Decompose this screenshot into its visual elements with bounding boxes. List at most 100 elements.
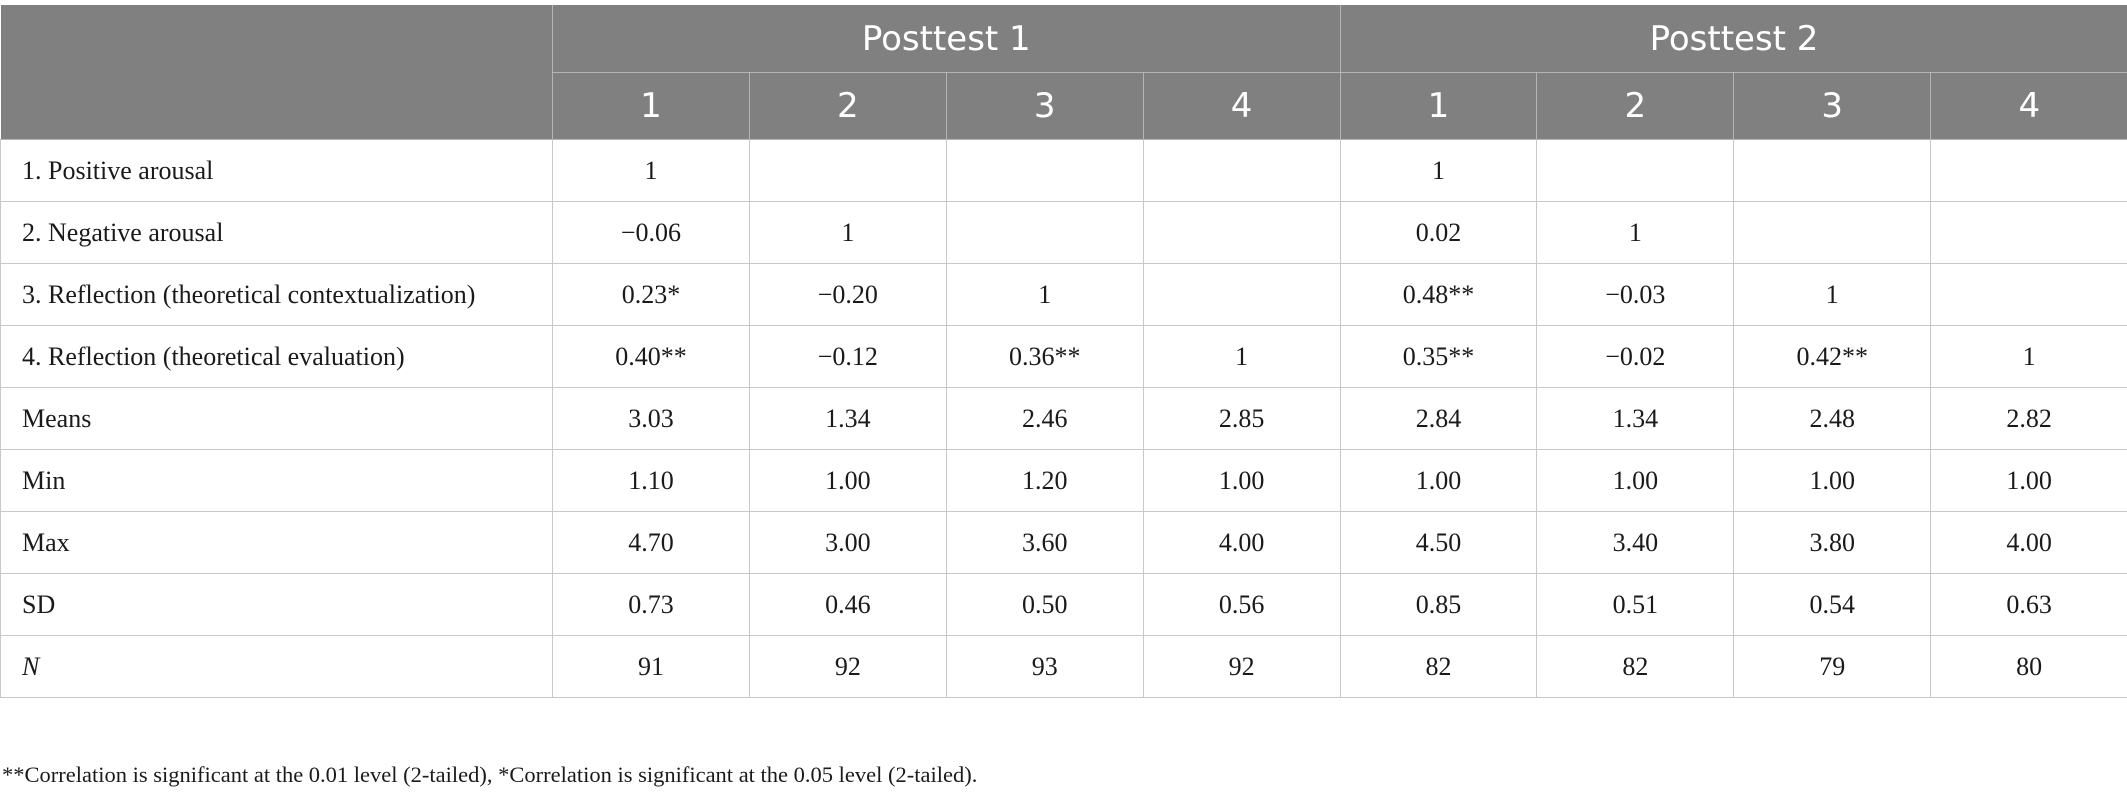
header-corner-cell	[0, 5, 553, 140]
table-cell: −0.03	[1536, 263, 1735, 326]
table-cell: 1.00	[1142, 449, 1341, 512]
table-cell	[1930, 139, 2127, 202]
row-label-text: Max	[22, 527, 70, 557]
table-row: 1. Positive arousal 1 1	[0, 139, 2127, 202]
table-row: Max 4.70 3.00 3.60 4.00 4.50 3.40 3.80 4.00	[0, 511, 2127, 574]
table-cell: 3.00	[748, 511, 947, 574]
header-group-posttest-1: Posttest 1	[552, 5, 1340, 73]
row-label: 3. Reflection (theoretical contextualiza…	[0, 263, 553, 326]
row-label-text: N	[22, 651, 40, 681]
table-cell: 1.00	[1930, 449, 2127, 512]
header-column: 4	[1930, 72, 2127, 140]
table-cell	[1142, 139, 1341, 202]
table-cell: 2.85	[1142, 387, 1341, 450]
header-column-row: 1 2 3 4 1 2 3 4	[1, 72, 2127, 140]
row-label-text: 1. Positive arousal	[22, 155, 214, 185]
table-cell: 4.00	[1930, 511, 2127, 574]
row-label: SD	[0, 573, 553, 636]
table-cell: 0.35**	[1339, 325, 1538, 388]
table-cell: 1	[748, 201, 947, 264]
table-footnote: **Correlation is significant at the 0.01…	[2, 762, 978, 787]
table-row: 4. Reflection (theoretical evaluation) 0.…	[0, 325, 2127, 388]
table-cell: 0.54	[1733, 573, 1932, 636]
table-cell: −0.12	[748, 325, 947, 388]
table-cell: 0.50	[945, 573, 1144, 636]
table-cell	[1733, 139, 1932, 202]
header-column: 1	[552, 72, 750, 140]
table-cell: 4.70	[552, 511, 750, 574]
table-cell: 2.48	[1733, 387, 1932, 450]
table-cell	[1930, 263, 2127, 326]
row-label: 2. Negative arousal	[0, 201, 553, 264]
table-header: Posttest 1 Posttest 2 1 2 3 4 1 2 3 4	[0, 5, 2127, 140]
row-label-text: 4. Reflection (theoretical evaluation)	[22, 341, 405, 371]
table-cell	[945, 139, 1144, 202]
table-cell: 79	[1733, 635, 1932, 698]
row-label: Means	[0, 387, 553, 450]
table-cell: 1	[552, 139, 750, 202]
header-column: 1	[1339, 72, 1537, 140]
table-cell: 3.03	[552, 387, 750, 450]
table-cell: 0.85	[1339, 573, 1538, 636]
table-cell	[1733, 201, 1932, 264]
table-cell: 1.00	[748, 449, 947, 512]
table-cell: 1.00	[1339, 449, 1538, 512]
table-cell	[945, 201, 1144, 264]
table-cell	[1142, 263, 1341, 326]
table-cell: 0.56	[1142, 573, 1341, 636]
table-cell: −0.20	[748, 263, 947, 326]
table-cell: 4.00	[1142, 511, 1341, 574]
row-label-text: 3. Reflection (theoretical contextualiza…	[22, 279, 476, 309]
table-cell: 82	[1339, 635, 1538, 698]
table-cell: 3.80	[1733, 511, 1932, 574]
table-cell: 2.82	[1930, 387, 2127, 450]
row-label-text: SD	[22, 589, 56, 619]
table-row: N 91 92 93 92 82 82 79 80	[0, 635, 2127, 698]
row-label-text: Min	[22, 465, 66, 495]
header-column: 2	[1536, 72, 1734, 140]
table-row: 3. Reflection (theoretical contextualiza…	[0, 263, 2127, 326]
table-cell: 2.46	[945, 387, 1144, 450]
table-cell: 0.40**	[552, 325, 750, 388]
table-cell	[1536, 139, 1735, 202]
table-cell: 1	[1930, 325, 2127, 388]
table-cell: 0.23*	[552, 263, 750, 326]
table-cell: 0.36**	[945, 325, 1144, 388]
row-label-text: Means	[22, 403, 92, 433]
table-cell: 1	[945, 263, 1144, 326]
correlation-table-container: Posttest 1 Posttest 2 1 2 3 4 1 2 3 4 1.…	[0, 5, 2127, 698]
header-column: 4	[1142, 72, 1340, 140]
table-cell: −0.02	[1536, 325, 1735, 388]
table-cell: 0.42**	[1733, 325, 1932, 388]
header-column: 2	[748, 72, 947, 140]
table-cell: 0.73	[552, 573, 750, 636]
row-label: Min	[0, 449, 553, 512]
table-cell: 1.34	[1536, 387, 1735, 450]
table-cell: 1.34	[748, 387, 947, 450]
table-cell: 2.84	[1339, 387, 1538, 450]
table-row: Min 1.10 1.00 1.20 1.00 1.00 1.00 1.00 1.00	[0, 449, 2127, 512]
table-cell	[1930, 201, 2127, 264]
table-cell: 3.40	[1536, 511, 1735, 574]
table-cell: 0.02	[1339, 201, 1538, 264]
table-body: 1. Positive arousal 1 1 2. Negative arousal…	[0, 139, 2127, 698]
header-column: 3	[945, 72, 1144, 140]
table-cell: −0.06	[552, 201, 750, 264]
table-cell: 0.51	[1536, 573, 1735, 636]
table-cell: 92	[1142, 635, 1341, 698]
table-cell: 1	[1536, 201, 1735, 264]
table-cell: 1.10	[552, 449, 750, 512]
table-cell: 82	[1536, 635, 1735, 698]
table-cell: 92	[748, 635, 947, 698]
row-label: 4. Reflection (theoretical evaluation)	[0, 325, 553, 388]
row-label: 1. Positive arousal	[0, 139, 553, 202]
table-cell: 4.50	[1339, 511, 1538, 574]
table-cell	[748, 139, 947, 202]
row-label: N	[0, 635, 553, 698]
correlation-table: Posttest 1 Posttest 2 1 2 3 4 1 2 3 4 1.…	[0, 5, 2127, 698]
table-row: 2. Negative arousal −0.06 1 0.02 1	[0, 201, 2127, 264]
table-cell: 80	[1930, 635, 2127, 698]
table-cell: 1	[1733, 263, 1932, 326]
table-row: Means 3.03 1.34 2.46 2.85 2.84 1.34 2.48 2.82	[0, 387, 2127, 450]
header-column: 3	[1733, 72, 1931, 140]
